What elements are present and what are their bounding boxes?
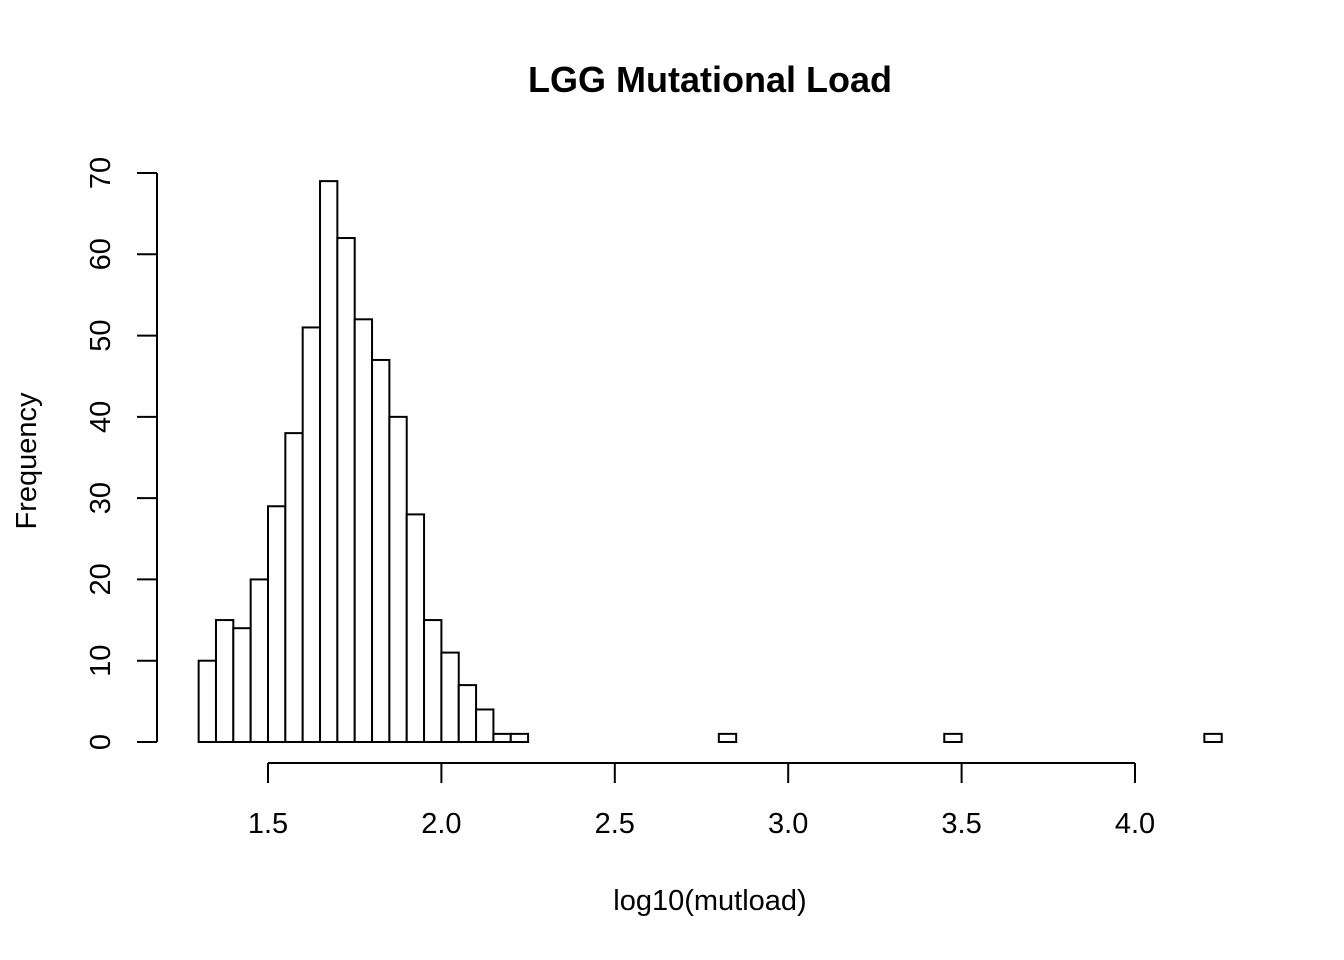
y-tick-label: 30 <box>85 482 117 514</box>
histogram-bar <box>475 708 495 743</box>
y-tick-label: 10 <box>85 645 117 677</box>
histogram-bar <box>336 237 356 743</box>
x-tick-label: 4.0 <box>1115 808 1155 840</box>
y-tick-label: 0 <box>85 734 117 750</box>
x-tick-label: 2.5 <box>595 808 635 840</box>
y-axis: 0 10 20 30 40 50 60 70 <box>85 157 158 750</box>
x-tick-label: 2.0 <box>421 808 461 840</box>
histogram-bar <box>214 619 235 744</box>
x-tick-label: 1.5 <box>248 808 288 840</box>
histogram-bar <box>249 578 270 743</box>
histogram-bar <box>492 732 512 743</box>
histogram-bar <box>457 684 478 743</box>
histogram-bar <box>319 180 339 743</box>
x-axis: 1.5 2.0 2.5 3.0 3.5 4.0 <box>248 762 1155 840</box>
histogram-bar <box>371 358 391 743</box>
y-tick-label: 50 <box>85 319 117 351</box>
chart-title: LGG Mutational Load <box>528 59 892 100</box>
x-axis-label: log10(mutload) <box>613 885 806 917</box>
y-tick-label: 40 <box>85 401 117 433</box>
histogram-bar <box>440 651 460 744</box>
histogram-bar <box>232 627 252 744</box>
histogram-bar <box>388 415 408 743</box>
histogram-bar <box>405 513 426 744</box>
histogram-bar <box>943 732 963 743</box>
histogram-bar <box>301 326 322 743</box>
y-tick-label: 20 <box>85 563 117 595</box>
histogram-bar <box>423 619 443 744</box>
histogram-bar <box>267 505 287 743</box>
histogram-bar <box>1203 732 1223 743</box>
y-axis-label: Frequency <box>11 392 43 530</box>
histogram-bar <box>717 732 738 743</box>
histogram-bar <box>353 318 374 743</box>
y-tick-label: 60 <box>85 238 117 270</box>
histogram-bar <box>197 659 217 744</box>
x-tick-label: 3.0 <box>768 808 808 840</box>
histogram-bar <box>284 432 304 743</box>
histogram-bars <box>197 180 1223 744</box>
y-tick-label: 70 <box>85 157 117 189</box>
histogram-bar <box>509 732 530 743</box>
x-tick-label: 3.5 <box>941 808 981 840</box>
